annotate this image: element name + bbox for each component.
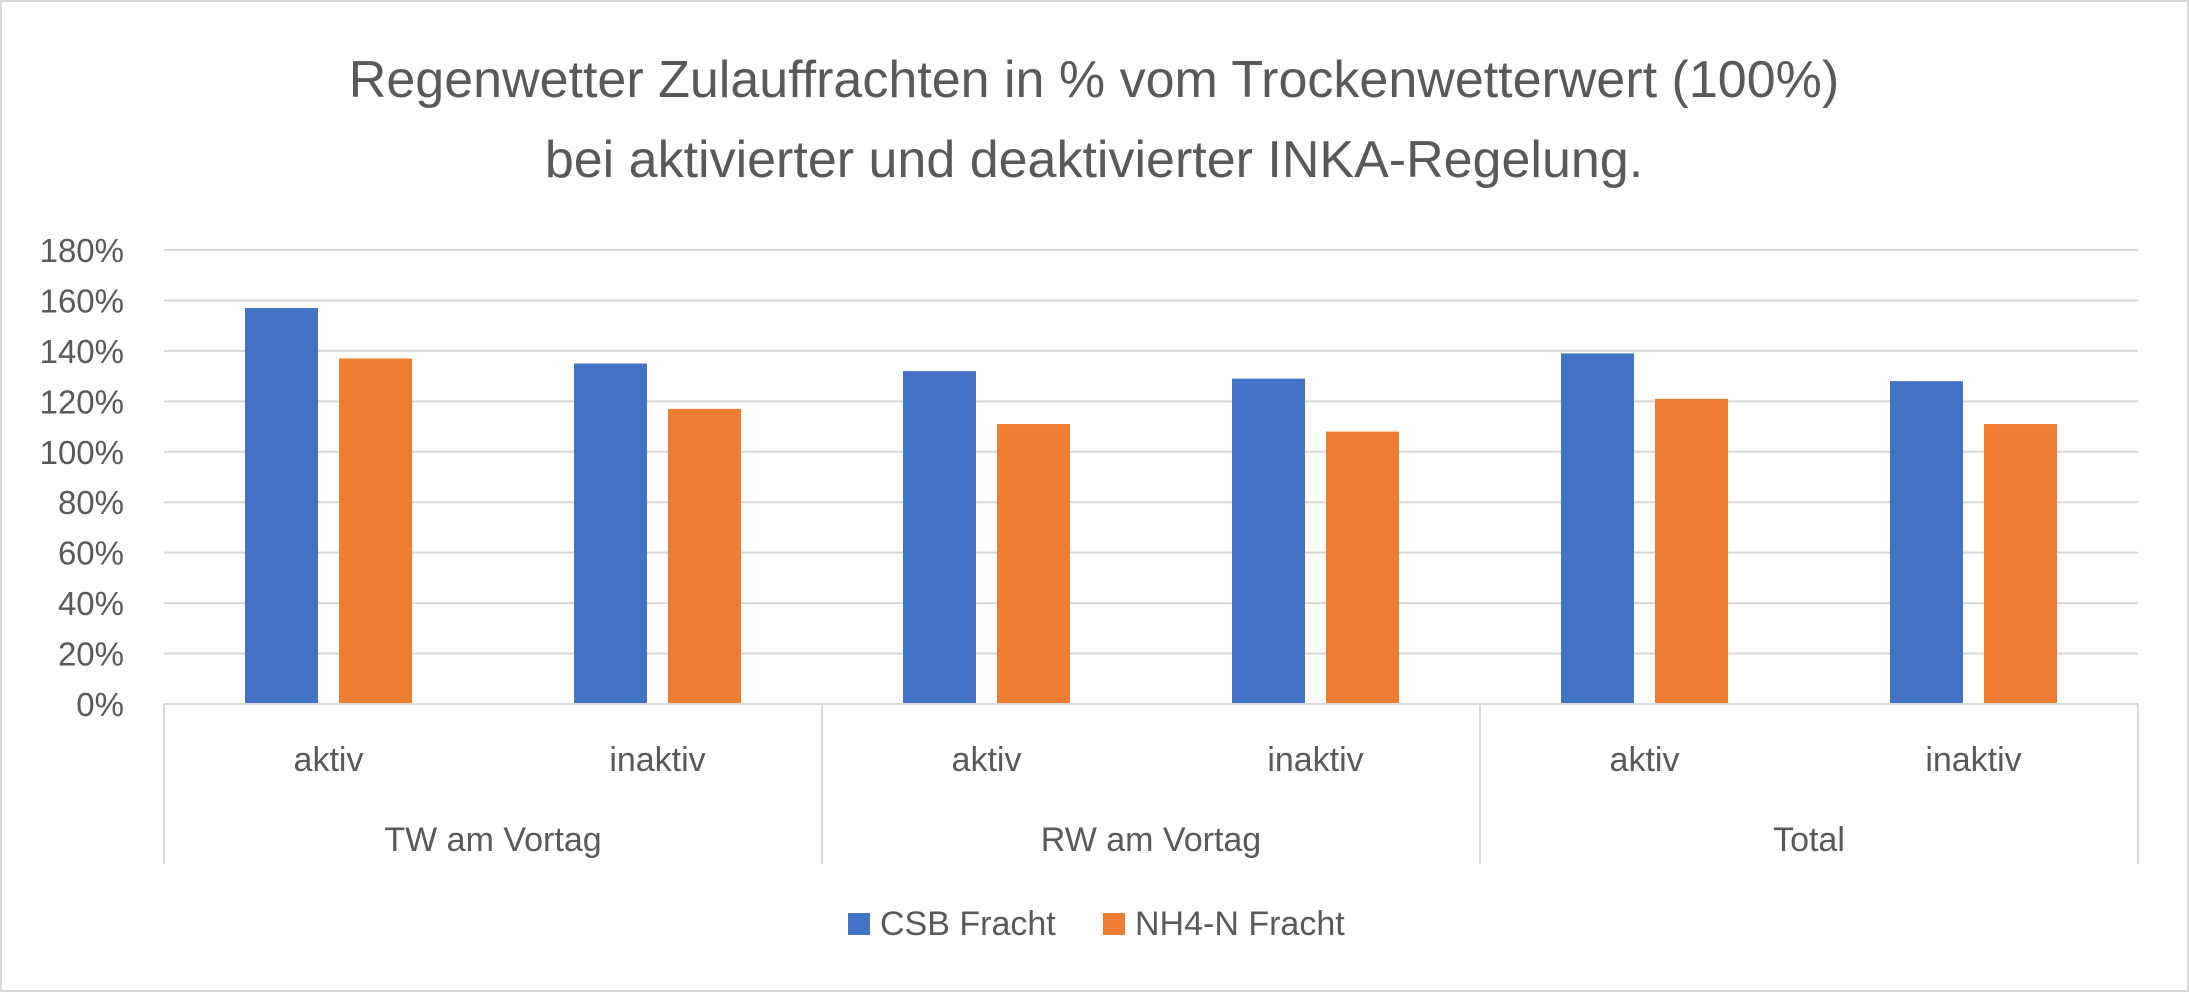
chart-title-line-2: bei aktivierter und deaktivierter INKA-R… bbox=[545, 131, 1643, 189]
y-tick-label: 80% bbox=[58, 484, 124, 521]
y-tick-label: 100% bbox=[40, 434, 124, 471]
chart-title: Regenwetter Zulauffrachten in % vom Troc… bbox=[349, 51, 1839, 189]
y-tick-label: 0% bbox=[76, 686, 124, 723]
legend: CSB Fracht NH4-N Fracht bbox=[848, 905, 1345, 943]
legend-swatch-0 bbox=[848, 913, 870, 935]
bar-csb-fracht-0 bbox=[245, 308, 318, 704]
x-axis: aktiv inaktiv TW am Vortag aktiv inaktiv RW a… bbox=[163, 703, 2139, 864]
bars bbox=[245, 308, 2057, 704]
y-tick-label: 180% bbox=[40, 232, 124, 269]
bar-csb-fracht-2 bbox=[903, 371, 976, 704]
bar-nh4-n-fracht-0 bbox=[339, 358, 412, 704]
bar-csb-fracht-3 bbox=[1232, 378, 1305, 704]
bar-csb-fracht-1 bbox=[574, 363, 647, 704]
bar-nh4-n-fracht-5 bbox=[1984, 424, 2057, 704]
x-group-label: Total bbox=[1773, 821, 1845, 859]
x-category-label: aktiv bbox=[294, 741, 364, 779]
bar-nh4-n-fracht-4 bbox=[1655, 398, 1728, 704]
x-category-label: aktiv bbox=[1610, 741, 1680, 779]
y-tick-label: 40% bbox=[58, 585, 124, 622]
x-group-label: TW am Vortag bbox=[384, 821, 601, 859]
x-category-label: inaktiv bbox=[1925, 741, 2021, 779]
x-group-label: RW am Vortag bbox=[1041, 821, 1261, 859]
y-tick-label: 120% bbox=[40, 383, 124, 420]
legend-swatch-1 bbox=[1103, 913, 1125, 935]
x-category-label: inaktiv bbox=[609, 741, 705, 779]
bar-nh4-n-fracht-3 bbox=[1326, 431, 1399, 704]
bar-csb-fracht-4 bbox=[1561, 353, 1634, 704]
gridlines bbox=[164, 249, 2138, 655]
bar-nh4-n-fracht-1 bbox=[668, 408, 741, 704]
chart-title-line-1: Regenwetter Zulauffrachten in % vom Troc… bbox=[349, 51, 1839, 109]
x-category-label: inaktiv bbox=[1267, 741, 1363, 779]
y-tick-label: 60% bbox=[58, 535, 124, 572]
y-tick-label: 160% bbox=[40, 282, 124, 319]
bar-nh4-n-fracht-2 bbox=[997, 424, 1070, 704]
legend-label-1: NH4-N Fracht bbox=[1135, 905, 1345, 943]
y-tick-label: 140% bbox=[40, 333, 124, 370]
legend-label-0: CSB Fracht bbox=[880, 905, 1056, 943]
y-tick-label: 20% bbox=[58, 636, 124, 673]
y-axis-ticks: 0% 20% 40% 60% 80% 100% 120% 140% 160% 180% bbox=[40, 232, 124, 723]
bar-csb-fracht-5 bbox=[1890, 381, 1963, 704]
x-category-label: aktiv bbox=[952, 741, 1022, 779]
